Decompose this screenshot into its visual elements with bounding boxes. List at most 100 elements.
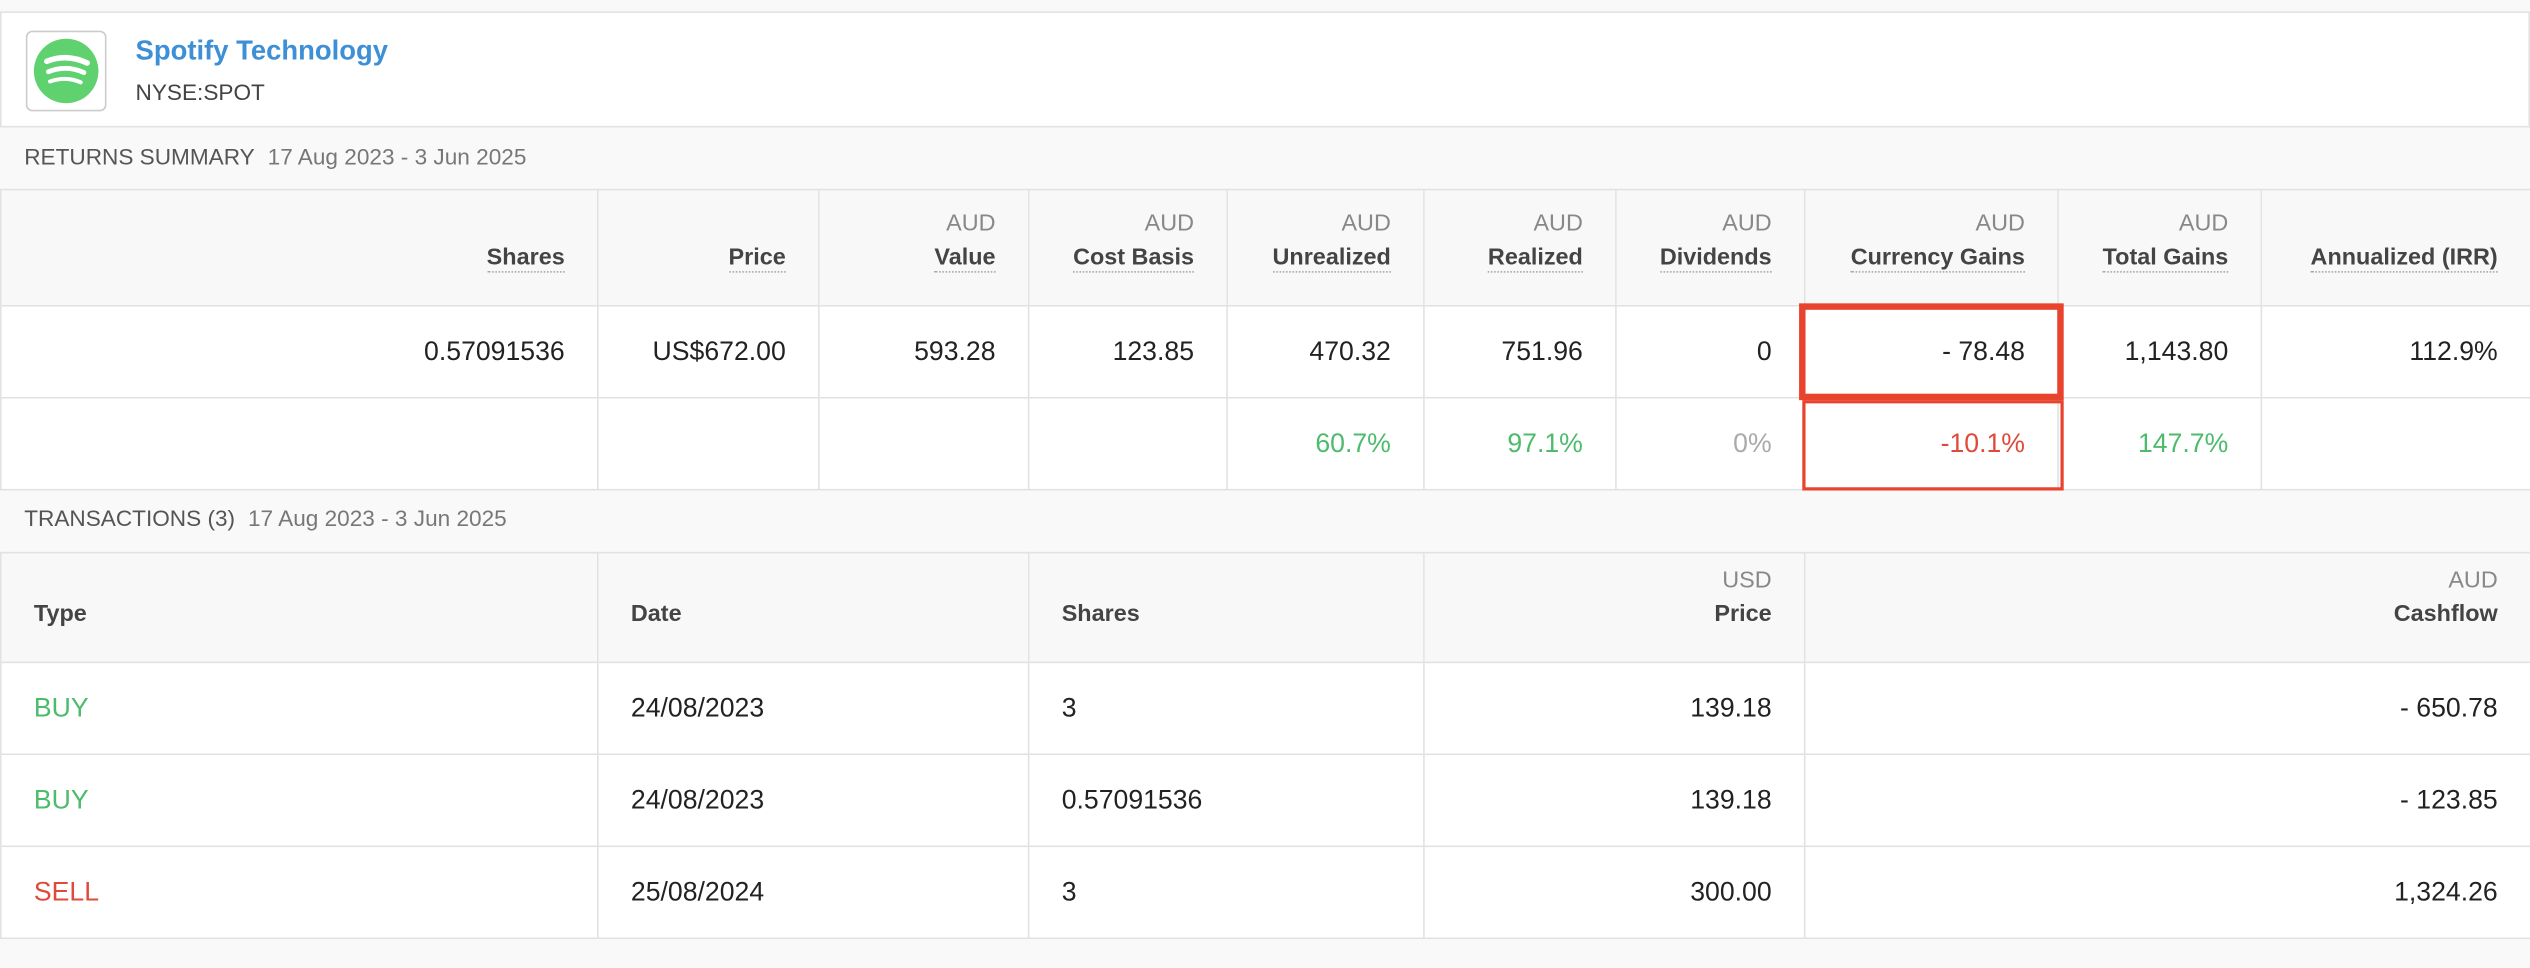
logo — [25, 30, 107, 112]
table-cell — [1027, 396, 1228, 491]
cell-value: 24/08/2023 — [630, 784, 765, 815]
column-header: Price — [597, 188, 820, 307]
cell-value: 123.85 — [1112, 336, 1195, 366]
column-header: AUD Value — [818, 188, 1030, 307]
table-cell: 25/08/2024 — [597, 845, 1030, 940]
cell-value: US$672.00 — [652, 336, 786, 366]
column-label: Annualized (IRR) — [2310, 245, 2498, 273]
table-cell: 0% — [1615, 396, 1806, 491]
table-cell: 112.9% — [2260, 304, 2530, 399]
cell-value: 0% — [1733, 428, 1772, 458]
column-header: Shares — [1027, 551, 1425, 664]
table-cell: 0.57091536 — [0, 304, 599, 399]
column-header: Shares — [0, 188, 599, 307]
table-cell: 139.18 — [1423, 753, 1806, 848]
cell-value: 751.96 — [1501, 336, 1583, 366]
column-label: Price — [728, 245, 786, 273]
table-cell: -10.1% — [1802, 396, 2064, 491]
cell-value: 139.18 — [1690, 784, 1772, 815]
table-cell: - 123.85 — [1803, 753, 2530, 848]
column-currency: AUD — [1975, 211, 2025, 238]
column-header: USD Price — [1423, 551, 1806, 664]
table-cell: BUY — [0, 753, 599, 848]
table-cell: 0.57091536 — [1027, 753, 1425, 848]
table-row: 60.7% 97.1% 0% -10.1% 147.7% — [0, 396, 2530, 491]
cell-value: 1,324.26 — [2394, 876, 2498, 906]
table-cell — [597, 396, 820, 491]
table-row: SELL 25/08/2024 3 300.00 1,324.26 — [0, 845, 2530, 940]
cell-value: 3 — [1061, 693, 1077, 723]
column-currency: AUD — [1533, 211, 1583, 238]
column-header: AUD Total Gains — [2057, 188, 2263, 307]
column-header: Type — [0, 551, 599, 664]
cell-value: 0.57091536 — [424, 336, 565, 366]
table-cell: 300.00 — [1423, 845, 1806, 940]
header-row: Type Date Shares USD Price AUD Cashflow — [0, 551, 2530, 664]
ticker: NYSE:SPOT — [135, 79, 265, 105]
cell-value: 300.00 — [1690, 876, 1772, 906]
cell-value: 97.1% — [1507, 428, 1583, 458]
column-header: AUD Dividends — [1615, 188, 1806, 307]
column-label: Currency Gains — [1850, 245, 2025, 273]
table-row: 0.57091536 US$672.00 593.28 123.85 470.32 751… — [0, 303, 2530, 401]
cell-value: 139.18 — [1690, 693, 1772, 723]
table-cell — [2260, 396, 2530, 491]
table-cell: 593.28 — [818, 304, 1030, 399]
table-cell — [818, 396, 1030, 491]
table-cell: 470.32 — [1226, 304, 1425, 399]
cell-value: 470.32 — [1309, 336, 1391, 366]
column-currency: AUD — [1144, 211, 1195, 238]
cell-value: 24/08/2023 — [630, 693, 765, 723]
cell-value: 1,143.80 — [2124, 336, 2229, 366]
table-cell: - 650.78 — [1803, 661, 2530, 756]
column-label: Realized — [1487, 245, 1583, 273]
table-cell: 751.96 — [1423, 304, 1617, 399]
column-currency: AUD — [2178, 211, 2229, 238]
cell-value: - 123.85 — [2400, 784, 2498, 815]
table-cell: 3 — [1027, 661, 1425, 756]
column-label: Price — [1714, 601, 1772, 628]
column-label: Unrealized — [1272, 245, 1391, 273]
cell-value: BUY — [33, 784, 89, 815]
table-cell: SELL — [0, 845, 599, 940]
column-header: AUD Cashflow — [1803, 551, 2530, 664]
column-header: AUD Cost Basis — [1027, 188, 1228, 307]
column-label: Cashflow — [2393, 601, 2498, 628]
column-label: Shares — [486, 245, 565, 273]
cell-value: 25/08/2024 — [630, 876, 765, 906]
table-cell: 0 — [1615, 304, 1806, 399]
cell-value: 60.7% — [1315, 428, 1391, 458]
table-cell: - 78.48 — [1799, 303, 2064, 401]
column-label: Value — [934, 245, 996, 273]
transactions-table: Type Date Shares USD Price AUD Cashflow BUY 24/0… — [0, 551, 2530, 940]
table-cell: 3 — [1027, 845, 1425, 940]
table-cell: 123.85 — [1027, 304, 1228, 399]
cell-value: BUY — [33, 693, 89, 723]
holding-name[interactable]: Spotify Technology — [135, 35, 389, 67]
column-label: Cost Basis — [1073, 245, 1195, 273]
table-cell: 139.18 — [1423, 661, 1806, 756]
column-header: AUD Realized — [1423, 188, 1617, 307]
table-cell: US$672.00 — [597, 304, 820, 399]
cell-value: 112.9% — [2409, 336, 2498, 366]
returns-table: Shares Price AUD Value AUD Cost Basis AUD Unrea… — [0, 188, 2530, 491]
column-currency: USD — [1722, 567, 1772, 594]
table-row: BUY 24/08/2023 3 139.18 - 650.78 — [0, 661, 2530, 756]
cell-value: -10.1% — [1940, 428, 2025, 458]
column-header: AUD Unrealized — [1226, 188, 1425, 307]
column-header: AUD Currency Gains — [1803, 188, 2059, 307]
date-range: 17 Aug 2023 - 3 Jun 2025 — [267, 143, 527, 170]
column-label: Shares — [1061, 601, 1140, 628]
column-currency: AUD — [1341, 211, 1391, 238]
table-cell: 1,324.26 — [1803, 845, 2530, 940]
date-range: 17 Aug 2023 - 3 Jun 2025 — [247, 505, 507, 531]
table-cell: 24/08/2023 — [597, 753, 1030, 848]
table-cell — [0, 396, 599, 491]
table-cell: 1,143.80 — [2057, 304, 2263, 399]
table-cell: 147.7% — [2057, 396, 2263, 491]
column-header: Annualized (IRR) — [2260, 188, 2530, 307]
column-label: Dividends — [1659, 245, 1772, 273]
table-row: BUY 24/08/2023 0.57091536 139.18 - 123.85 — [0, 753, 2530, 848]
cell-value: 147.7% — [2137, 428, 2229, 458]
section-label: TRANSACTIONS (3) 17 Aug 2023 - 3 Jun 2025 — [24, 505, 507, 531]
